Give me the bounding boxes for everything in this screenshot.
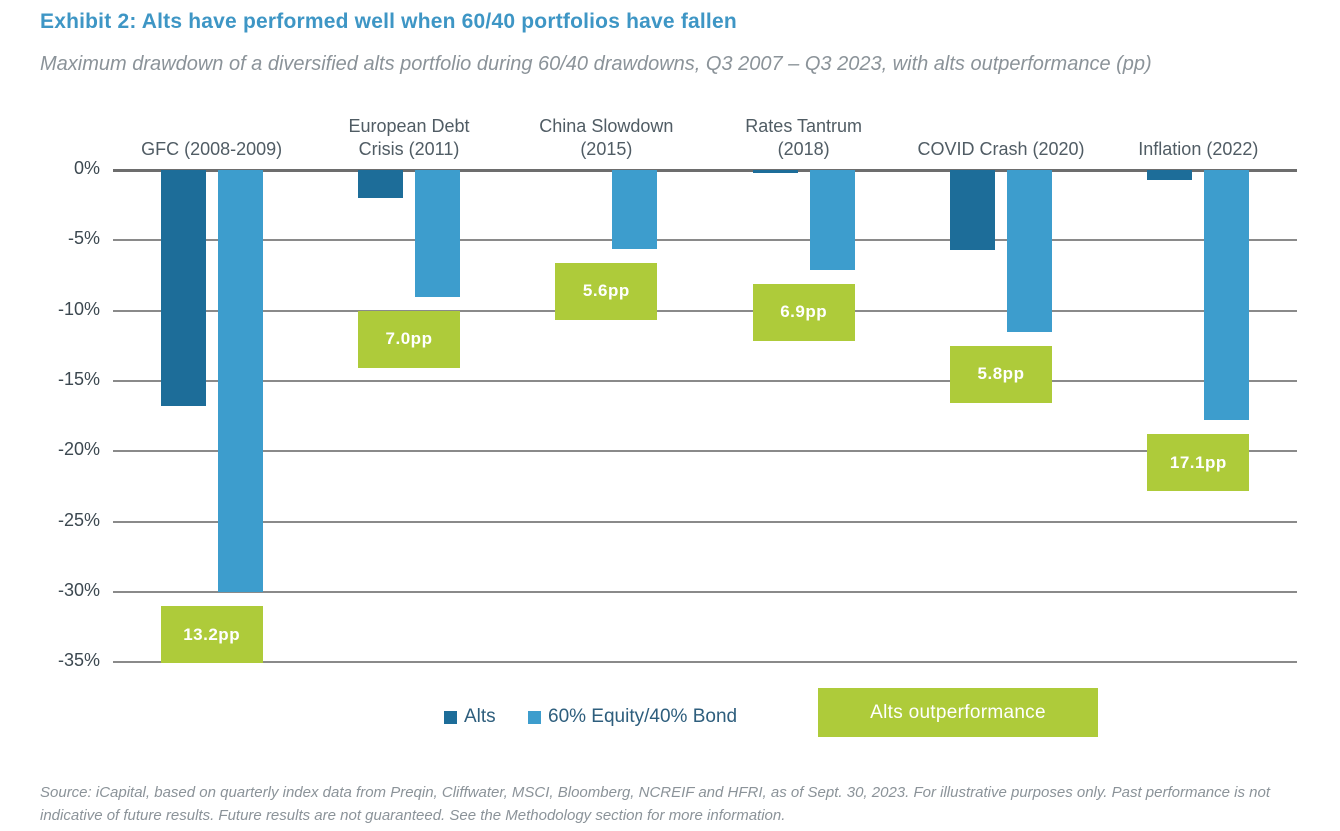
y-tick-label: -5% xyxy=(67,228,100,249)
category-label: Rates Tantrum (2018) xyxy=(745,115,863,160)
chart-title: Exhibit 2: Alts have performed well when… xyxy=(40,10,737,33)
gridline--15% xyxy=(113,380,1297,383)
category-label: European Debt Crisis (2011) xyxy=(348,115,470,160)
outperformance-label-1: 7.0pp xyxy=(358,310,460,368)
gridline--35% xyxy=(113,661,1297,664)
outperformance-label-4: 5.8pp xyxy=(950,345,1052,403)
equity-bond-bar-2 xyxy=(612,170,658,249)
alts-bar-1 xyxy=(358,170,403,199)
source-note: Source: iCapital, based on quarterly ind… xyxy=(40,784,1271,824)
outperformance-label-2: 5.6pp xyxy=(555,262,658,320)
y-tick-label: -35% xyxy=(57,650,100,671)
alts-bar-3 xyxy=(752,170,798,173)
y-tick-label: -25% xyxy=(57,509,100,530)
y-tick-label: -30% xyxy=(57,580,100,601)
alts-bar-5 xyxy=(1147,170,1193,180)
y-tick-label: 0% xyxy=(73,158,100,178)
category-label: GFC (2008-2009) xyxy=(141,139,283,160)
equity-bond-bar-0 xyxy=(217,170,263,593)
category-label: China Slowdown (2015) xyxy=(539,115,674,160)
y-tick-label: -10% xyxy=(57,298,100,319)
chart-subtitle: Maximum drawdown of a diversified alts p… xyxy=(40,53,1152,75)
alts-bar-0 xyxy=(160,170,206,407)
gridline--20% xyxy=(113,450,1297,453)
category-label: Inflation (2022) xyxy=(1138,139,1259,160)
y-tick-label: -15% xyxy=(57,369,100,390)
gridline--5% xyxy=(113,239,1297,242)
gridline--10% xyxy=(113,309,1297,312)
outperformance-label-0: 13.2pp xyxy=(160,606,263,664)
gridline-0% xyxy=(113,169,1297,172)
equity-bond-bar-3 xyxy=(809,170,855,270)
equity-bond-bar-1 xyxy=(415,170,460,297)
outperformance-label-5: 17.1pp xyxy=(1147,434,1250,492)
gridline--30% xyxy=(113,591,1297,594)
equity-bond-bar-5 xyxy=(1204,170,1250,421)
y-tick-label: -20% xyxy=(57,439,100,460)
category-label: COVID Crash (2020) xyxy=(917,139,1085,160)
outperformance-label-3: 6.9pp xyxy=(752,283,855,341)
gridline--25% xyxy=(113,520,1297,523)
equity-bond-bar-4 xyxy=(1007,170,1052,332)
alts-bar-4 xyxy=(950,170,995,251)
